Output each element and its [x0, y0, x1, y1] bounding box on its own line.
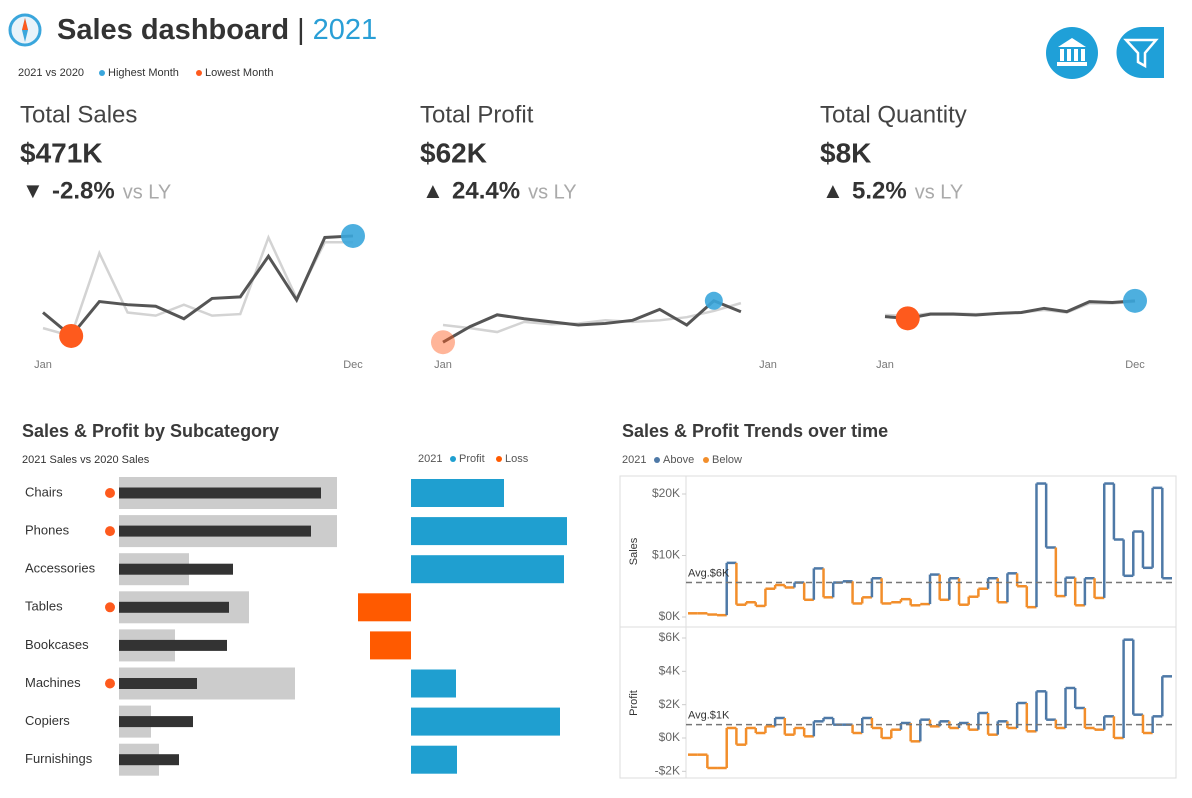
- x-tick-label: Jan: [434, 359, 452, 371]
- legend-highest: Highest Month: [108, 67, 179, 79]
- kpi-arrow: ▼: [22, 178, 44, 203]
- highest-dot: [704, 291, 723, 310]
- decline-flag: [105, 678, 115, 689]
- legend-dot: [99, 70, 105, 76]
- kpi-arrow: ▲: [822, 178, 844, 203]
- profit-bar: [411, 745, 457, 774]
- kpi-note: vs LY: [123, 181, 172, 203]
- highest-dot: [1123, 288, 1147, 313]
- category-label: Machines: [25, 675, 81, 690]
- kpi-change: 5.2%: [852, 177, 907, 204]
- y-tick-label: $10K: [652, 548, 680, 562]
- title-separator: |: [297, 14, 305, 46]
- category-label: Phones: [25, 523, 70, 538]
- lowest-dot: [895, 306, 920, 331]
- kpi-title: Total Quantity: [820, 101, 967, 128]
- kpi-change: 24.4%: [452, 177, 520, 204]
- average-label: Avg.$6K: [688, 567, 730, 579]
- x-tick-label: Dec: [343, 359, 363, 371]
- legend-above: Above: [663, 454, 694, 466]
- kpi-arrow: ▲: [422, 178, 444, 203]
- legend-profit: Profit: [459, 453, 485, 465]
- kpi-value: $62K: [420, 137, 487, 168]
- kpi-value: $471K: [20, 137, 103, 168]
- chart-title: Sales & Profit Trends over time: [622, 421, 888, 441]
- y-axis-title: Profit: [628, 690, 640, 716]
- dashboard-title: Sales dashboard | 2021: [57, 14, 377, 46]
- kpi-value: $8K: [820, 137, 871, 168]
- bar-2021: [119, 525, 311, 537]
- y-tick-label: $20K: [652, 486, 680, 500]
- y-tick-label: $6K: [659, 630, 680, 644]
- decline-flag: [105, 526, 115, 537]
- profit-bar: [411, 669, 456, 698]
- profit-bar: [411, 517, 567, 546]
- bar-2021: [119, 639, 227, 651]
- y-axis-title: Sales: [628, 537, 640, 565]
- average-label: Avg.$1K: [688, 710, 730, 722]
- y-tick-label: $0K: [659, 609, 680, 623]
- bar-2021: [119, 601, 229, 613]
- profit-bar: [358, 593, 411, 622]
- profit-bar: [411, 555, 564, 584]
- kpi-title: Total Profit: [420, 101, 534, 128]
- legend-dot: [496, 456, 502, 462]
- decline-flag: [105, 488, 115, 498]
- category-label: Tables: [25, 599, 63, 614]
- y-tick-label: $4K: [659, 664, 680, 678]
- compass-icon: [8, 13, 42, 47]
- bar-2021: [119, 678, 197, 689]
- legend-dot: [196, 70, 202, 76]
- y-tick-label: $2K: [659, 697, 680, 711]
- title-year: 2021: [313, 14, 378, 46]
- legend-dot: [450, 456, 456, 462]
- decline-flag: [105, 602, 115, 613]
- kpi-change: -2.8%: [52, 177, 115, 204]
- kpi-title: Total Sales: [20, 101, 137, 128]
- highest-dot: [341, 223, 365, 248]
- kpi-note: vs LY: [528, 181, 577, 203]
- sparkline: [42, 234, 354, 339]
- legend-prefix: 2021: [622, 454, 646, 466]
- sparkline: [442, 299, 742, 344]
- chart-subtitle: 2021 Sales vs 2020 Sales: [22, 454, 150, 466]
- legend-dot: [654, 457, 660, 463]
- legend-prefix: 2021 vs 2020: [18, 67, 84, 79]
- filter-button[interactable]: [1116, 27, 1164, 78]
- bar-2021: [119, 563, 233, 575]
- lowest-dot: [59, 323, 84, 348]
- lowest-dot: [431, 330, 455, 355]
- legend-prefix: 2021: [418, 453, 442, 465]
- title-text: Sales dashboard: [57, 14, 289, 46]
- sparkline: [442, 301, 742, 334]
- category-label: Chairs: [25, 484, 63, 499]
- legend-below: Below: [712, 454, 742, 466]
- bar-2021: [119, 754, 179, 766]
- profit-bar: [411, 479, 504, 507]
- bank-button[interactable]: [1046, 27, 1098, 79]
- legend-dot: [703, 457, 709, 463]
- category-label: Bookcases: [25, 637, 89, 652]
- sparkline: [42, 234, 353, 338]
- category-label: Copiers: [25, 713, 70, 728]
- category-label: Accessories: [25, 561, 96, 576]
- chart-title: Sales & Profit by Subcategory: [22, 421, 279, 441]
- x-tick-label: Jan: [34, 359, 52, 371]
- bar-2021: [119, 487, 321, 499]
- legend-lowest: Lowest Month: [205, 67, 273, 79]
- profit-bar: [370, 631, 411, 660]
- category-label: Furnishings: [25, 751, 93, 766]
- bar-2021: [119, 716, 193, 728]
- profit-bar: [411, 707, 560, 736]
- x-tick-label: Jan: [876, 359, 894, 371]
- y-tick-label: $0K: [659, 730, 680, 744]
- x-tick-label: Jan: [759, 359, 777, 371]
- kpi-note: vs LY: [915, 181, 964, 203]
- x-tick-label: Dec: [1125, 359, 1145, 371]
- y-tick-label: -$2K: [655, 764, 680, 778]
- legend-loss: Loss: [505, 453, 529, 465]
- sparkline: [884, 299, 1136, 320]
